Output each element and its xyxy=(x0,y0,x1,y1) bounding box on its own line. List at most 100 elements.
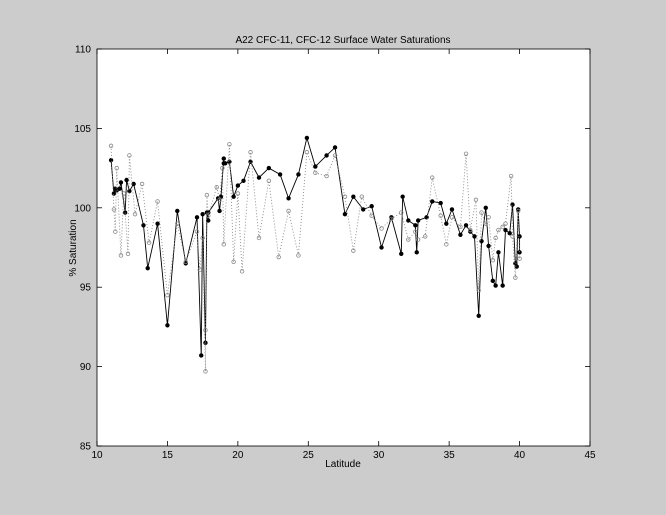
data-point xyxy=(199,353,204,358)
data-point xyxy=(490,278,496,284)
data-point xyxy=(206,218,211,223)
data-point xyxy=(241,178,246,184)
data-point xyxy=(324,153,329,158)
data-point xyxy=(515,208,521,214)
data-point xyxy=(342,211,348,217)
data-point xyxy=(510,234,515,239)
data-point xyxy=(444,221,449,226)
data-point xyxy=(406,237,411,242)
data-point xyxy=(256,175,262,180)
data-point xyxy=(221,242,226,247)
data-point xyxy=(145,265,150,271)
data-point xyxy=(438,200,443,206)
data-point xyxy=(231,259,236,264)
data-point xyxy=(239,269,245,274)
data-point xyxy=(227,142,232,147)
data-point xyxy=(313,170,318,176)
data-point xyxy=(361,207,366,212)
data-point xyxy=(493,283,498,288)
data-point xyxy=(114,165,119,171)
data-point xyxy=(204,192,210,198)
data-point xyxy=(248,150,253,155)
data-point xyxy=(203,369,208,374)
data-point xyxy=(217,208,222,214)
x-tick-label: 45 xyxy=(584,450,596,461)
data-point xyxy=(165,323,170,328)
data-point xyxy=(165,292,170,298)
data-point xyxy=(313,164,318,169)
data-point xyxy=(359,194,365,199)
data-point xyxy=(486,215,491,220)
data-point xyxy=(415,237,421,242)
data-point xyxy=(266,165,272,171)
data-point xyxy=(369,204,374,209)
data-point xyxy=(175,221,180,226)
data-point xyxy=(513,275,518,280)
data-point xyxy=(127,188,132,194)
data-point xyxy=(220,165,225,171)
data-point xyxy=(203,327,208,333)
data-point xyxy=(125,251,131,257)
data-point xyxy=(430,199,435,204)
x-tick-label: 25 xyxy=(303,450,315,461)
data-point xyxy=(111,207,117,212)
x-tick-label: 35 xyxy=(444,450,456,461)
data-point xyxy=(514,264,519,269)
data-point xyxy=(483,221,488,226)
data-point xyxy=(413,229,418,234)
data-point xyxy=(217,197,222,203)
data-point xyxy=(197,267,203,272)
data-point xyxy=(496,227,501,233)
data-point xyxy=(503,227,508,233)
y-tick-label: 90 xyxy=(80,362,92,373)
x-axis-label: Latitude xyxy=(325,459,361,470)
data-point xyxy=(108,157,114,163)
y-tick-label: 100 xyxy=(74,203,91,214)
data-point xyxy=(500,283,505,288)
data-point xyxy=(517,234,522,239)
data-point xyxy=(139,181,145,187)
data-point xyxy=(108,143,114,149)
data-point xyxy=(379,245,384,250)
x-tick-label: 20 xyxy=(232,450,244,461)
data-point xyxy=(146,240,152,245)
y-tick-label: 85 xyxy=(80,442,92,453)
x-tick-label: 10 xyxy=(91,450,103,461)
data-point xyxy=(203,340,208,345)
data-point xyxy=(121,191,126,196)
data-point xyxy=(117,186,122,191)
data-point xyxy=(493,235,498,241)
data-point xyxy=(113,229,118,234)
data-point xyxy=(413,223,418,228)
data-point xyxy=(415,218,421,223)
data-point xyxy=(155,199,160,204)
data-point xyxy=(458,224,463,230)
chart-title: A22 CFC-11, CFC-12 Surface Water Saturat… xyxy=(235,35,450,46)
data-point xyxy=(503,221,508,226)
data-point xyxy=(449,207,455,212)
data-point xyxy=(517,250,522,255)
data-point xyxy=(221,156,226,161)
data-point xyxy=(235,191,241,196)
data-point xyxy=(422,234,428,239)
data-point xyxy=(127,153,132,158)
data-point xyxy=(206,213,211,218)
data-point xyxy=(175,208,180,214)
data-point xyxy=(304,150,310,155)
data-point xyxy=(468,227,473,233)
data-point xyxy=(406,218,411,223)
data-point xyxy=(332,145,338,150)
data-point xyxy=(351,248,356,253)
data-point xyxy=(200,235,205,241)
data-point xyxy=(342,194,348,199)
data-point xyxy=(194,215,200,220)
data-point xyxy=(256,235,262,241)
data-point xyxy=(508,173,514,179)
data-point xyxy=(490,258,496,263)
data-point xyxy=(214,184,219,190)
data-point xyxy=(324,173,329,179)
data-point xyxy=(500,224,505,230)
x-tick-label: 15 xyxy=(162,450,174,461)
